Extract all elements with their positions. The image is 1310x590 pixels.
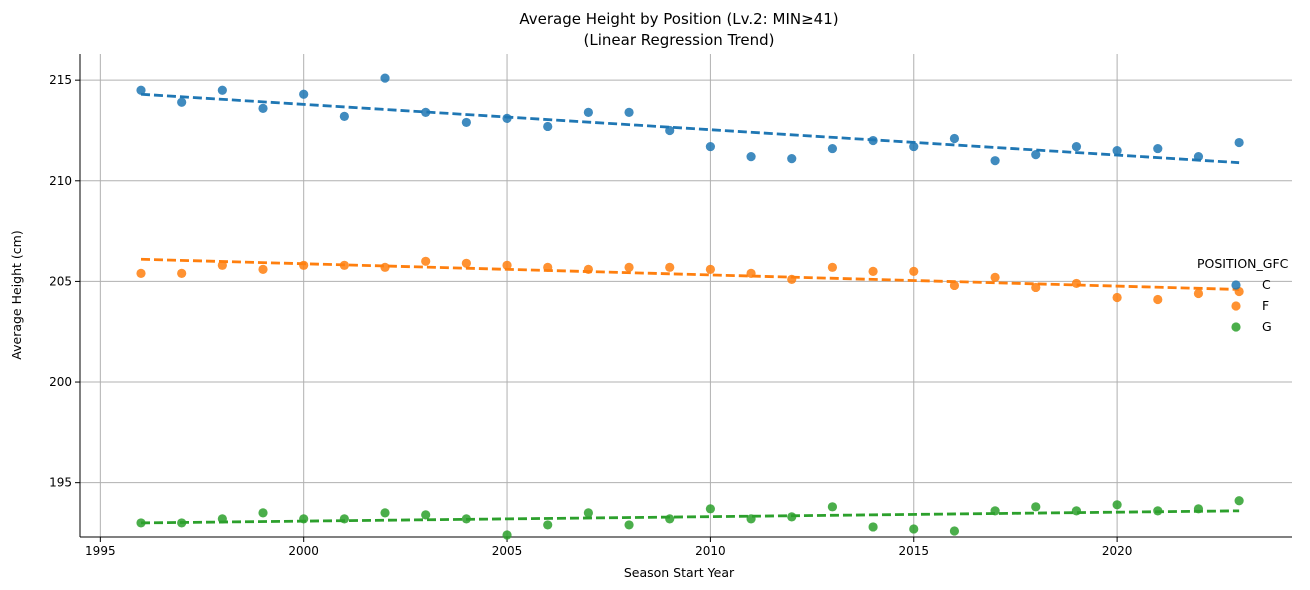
point-f	[909, 266, 919, 276]
point-f	[949, 280, 960, 291]
point-c	[787, 154, 797, 164]
point-f	[421, 256, 431, 266]
point-g	[1031, 502, 1041, 512]
point-f	[665, 262, 675, 272]
point-g	[909, 524, 919, 534]
point-f	[461, 258, 471, 268]
point-c	[339, 111, 349, 121]
series-g	[136, 496, 1244, 540]
point-c	[258, 103, 268, 113]
point-f	[1153, 294, 1163, 305]
point-c	[1234, 137, 1244, 148]
point-g	[502, 530, 512, 540]
trend-line-g	[140, 509, 1240, 525]
legend-marker-f	[1231, 301, 1241, 311]
point-g	[827, 502, 838, 512]
point-c	[827, 143, 838, 154]
point-g	[705, 504, 716, 514]
point-c	[909, 141, 919, 152]
x-tick-label: 2020	[1102, 544, 1133, 558]
point-g	[583, 508, 593, 518]
point-f	[1112, 292, 1122, 303]
point-g	[665, 514, 675, 524]
point-f	[177, 268, 187, 278]
point-c	[583, 107, 593, 117]
point-g	[258, 508, 268, 518]
point-f	[258, 264, 268, 274]
point-c	[380, 73, 390, 83]
point-c	[949, 133, 960, 144]
legend-marker-c	[1231, 280, 1241, 290]
y-tick-label: 205	[49, 274, 72, 288]
x-tick-label: 2010	[695, 544, 726, 558]
point-c	[421, 107, 431, 117]
chart-title: Average Height by Position (Lv.2: MIN≥41…	[519, 10, 838, 28]
point-f	[868, 266, 878, 276]
point-c	[543, 121, 553, 132]
point-c	[177, 97, 187, 107]
y-tick-label: 215	[49, 73, 72, 87]
point-c	[990, 156, 1000, 166]
grid-lines	[80, 54, 1292, 537]
point-c	[1071, 141, 1082, 152]
point-c	[624, 107, 634, 117]
point-f	[136, 268, 146, 278]
point-c	[136, 85, 146, 95]
y-tick-label: 195	[49, 476, 72, 490]
series-c	[136, 73, 1244, 166]
point-c	[217, 85, 227, 95]
series-f	[136, 256, 1244, 305]
point-c	[299, 89, 309, 99]
x-tick-label: 2015	[898, 544, 929, 558]
point-g	[868, 522, 878, 532]
x-axis-label: Season Start Year	[624, 565, 735, 580]
point-g	[1234, 496, 1244, 506]
point-g	[1071, 506, 1082, 516]
y-axis-label: Average Height (cm)	[9, 230, 24, 359]
point-c	[705, 141, 716, 152]
point-g	[1112, 500, 1122, 510]
point-g	[421, 510, 431, 520]
point-f	[705, 264, 716, 274]
point-f	[1071, 278, 1082, 289]
legend: POSITION_GFC CFG	[1197, 256, 1289, 334]
legend-title: POSITION_GFC	[1197, 256, 1289, 271]
point-g	[949, 526, 960, 536]
chart-subtitle: (Linear Regression Trend)	[584, 31, 775, 49]
point-g	[624, 520, 634, 530]
y-tick-label: 200	[49, 375, 72, 389]
x-ticks: 1995 2000 2005 2010 2015 2020	[85, 537, 1132, 558]
point-c	[746, 152, 756, 162]
y-tick-label: 210	[49, 174, 72, 188]
legend-marker-g	[1231, 322, 1241, 332]
point-f	[502, 260, 512, 270]
point-f	[624, 262, 634, 272]
point-f	[827, 262, 838, 272]
trend-line-f	[140, 257, 1240, 291]
x-tick-label: 2005	[492, 544, 523, 558]
point-f	[990, 272, 1000, 282]
point-c	[1031, 150, 1041, 160]
legend-items: CFG	[1231, 277, 1272, 334]
point-g	[380, 508, 390, 518]
point-f	[299, 260, 309, 270]
series	[136, 73, 1244, 540]
point-g	[543, 520, 553, 530]
point-c	[1153, 143, 1163, 154]
legend-label-c: C	[1262, 277, 1271, 292]
axes	[79, 54, 1292, 538]
x-tick-label: 1995	[85, 544, 116, 558]
legend-label-g: G	[1262, 319, 1272, 334]
point-f	[1193, 288, 1204, 299]
y-ticks: 195 200 205 210 215	[49, 73, 80, 490]
point-f	[217, 260, 227, 270]
trend-line-c	[140, 92, 1240, 165]
x-tick-label: 2000	[288, 544, 319, 558]
point-c	[461, 117, 471, 128]
legend-label-f: F	[1262, 298, 1269, 313]
point-c	[1112, 146, 1122, 156]
